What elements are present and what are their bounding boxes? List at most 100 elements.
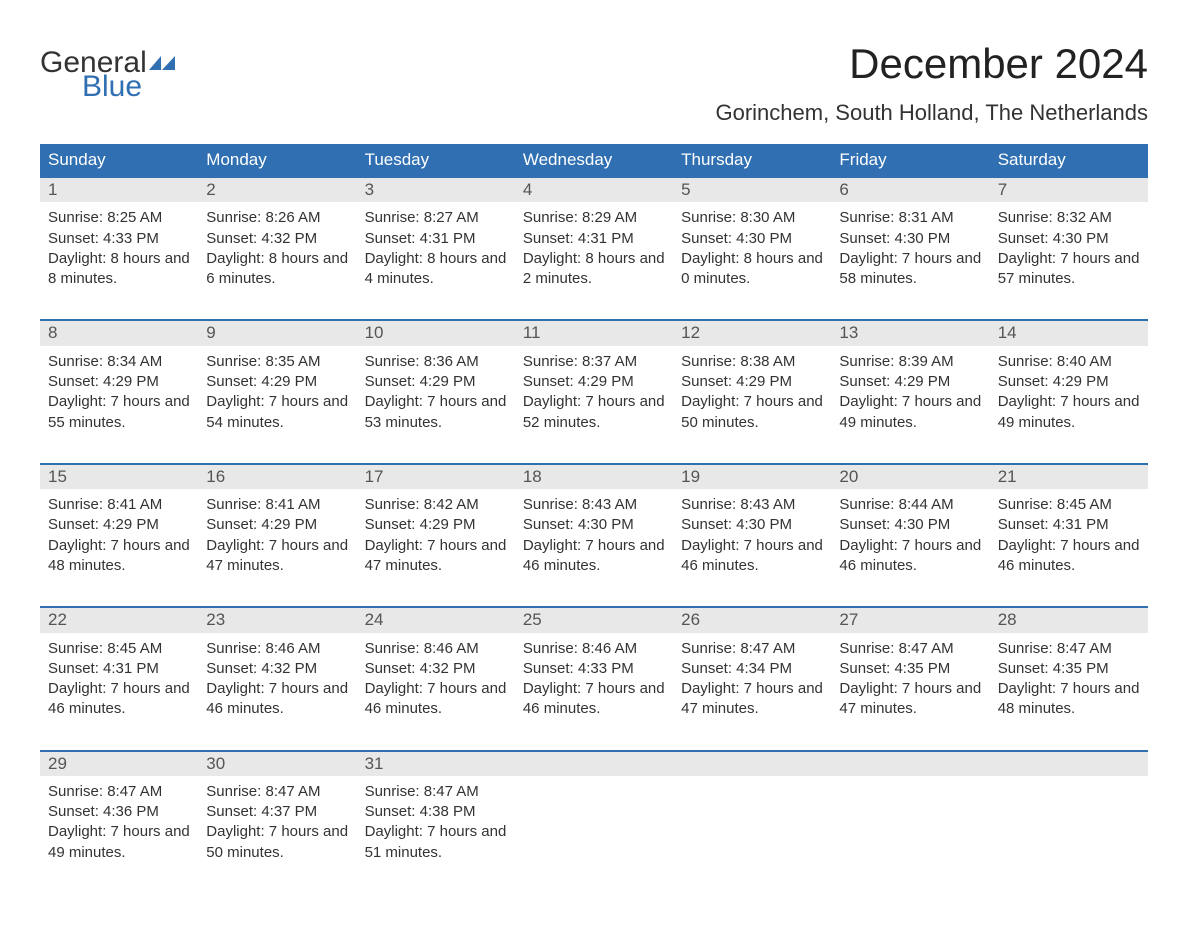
weekday-header: Saturday [990, 144, 1148, 177]
page-title: December 2024 [715, 40, 1148, 88]
weekday-header: Tuesday [357, 144, 515, 177]
day-detail-text: Sunrise: 8:25 AM Sunset: 4:33 PM Dayligh… [48, 208, 190, 289]
day-number-row: 22232425262728 [40, 607, 1148, 632]
day-number-cell: 13 [831, 320, 989, 345]
day-data-row: Sunrise: 8:25 AM Sunset: 4:33 PM Dayligh… [40, 202, 1148, 320]
day-number-row: 1234567 [40, 177, 1148, 202]
day-data-cell: Sunrise: 8:31 AM Sunset: 4:30 PM Dayligh… [831, 202, 989, 320]
day-number-cell: 20 [831, 464, 989, 489]
day-data-cell: Sunrise: 8:36 AM Sunset: 4:29 PM Dayligh… [357, 346, 515, 464]
day-data-cell: Sunrise: 8:47 AM Sunset: 4:38 PM Dayligh… [357, 776, 515, 893]
day-number-cell: 6 [831, 177, 989, 202]
weekday-header: Thursday [673, 144, 831, 177]
day-data-cell [515, 776, 673, 893]
day-number-cell: 2 [198, 177, 356, 202]
day-number-cell: 1 [40, 177, 198, 202]
day-number-cell: 27 [831, 607, 989, 632]
header: General Blue December 2024 Gorinchem, So… [40, 40, 1148, 126]
day-data-cell: Sunrise: 8:38 AM Sunset: 4:29 PM Dayligh… [673, 346, 831, 464]
day-detail-text: Sunrise: 8:31 AM Sunset: 4:30 PM Dayligh… [839, 208, 981, 289]
day-detail-text: Sunrise: 8:43 AM Sunset: 4:30 PM Dayligh… [681, 495, 823, 576]
day-data-cell: Sunrise: 8:34 AM Sunset: 4:29 PM Dayligh… [40, 346, 198, 464]
day-detail-text: Sunrise: 8:43 AM Sunset: 4:30 PM Dayligh… [523, 495, 665, 576]
day-data-cell: Sunrise: 8:43 AM Sunset: 4:30 PM Dayligh… [515, 489, 673, 607]
logo-flag-icon [149, 48, 177, 78]
day-detail-text: Sunrise: 8:47 AM Sunset: 4:38 PM Dayligh… [365, 782, 507, 863]
day-data-cell: Sunrise: 8:30 AM Sunset: 4:30 PM Dayligh… [673, 202, 831, 320]
day-number-cell: 15 [40, 464, 198, 489]
day-number-cell: 8 [40, 320, 198, 345]
day-detail-text: Sunrise: 8:35 AM Sunset: 4:29 PM Dayligh… [206, 352, 348, 433]
day-data-cell: Sunrise: 8:26 AM Sunset: 4:32 PM Dayligh… [198, 202, 356, 320]
day-data-cell: Sunrise: 8:43 AM Sunset: 4:30 PM Dayligh… [673, 489, 831, 607]
day-number-cell: 3 [357, 177, 515, 202]
day-number-cell: 29 [40, 751, 198, 776]
day-detail-text: Sunrise: 8:46 AM Sunset: 4:32 PM Dayligh… [365, 639, 507, 720]
day-number-cell [990, 751, 1148, 776]
day-number-cell: 30 [198, 751, 356, 776]
day-data-row: Sunrise: 8:41 AM Sunset: 4:29 PM Dayligh… [40, 489, 1148, 607]
day-detail-text: Sunrise: 8:45 AM Sunset: 4:31 PM Dayligh… [998, 495, 1140, 576]
day-data-cell: Sunrise: 8:41 AM Sunset: 4:29 PM Dayligh… [198, 489, 356, 607]
day-number-cell: 17 [357, 464, 515, 489]
day-detail-text: Sunrise: 8:36 AM Sunset: 4:29 PM Dayligh… [365, 352, 507, 433]
day-number-cell [515, 751, 673, 776]
day-data-cell: Sunrise: 8:37 AM Sunset: 4:29 PM Dayligh… [515, 346, 673, 464]
day-number-cell: 28 [990, 607, 1148, 632]
weekday-header: Wednesday [515, 144, 673, 177]
day-detail-text: Sunrise: 8:46 AM Sunset: 4:33 PM Dayligh… [523, 639, 665, 720]
day-number-row: 293031 [40, 751, 1148, 776]
day-data-cell: Sunrise: 8:45 AM Sunset: 4:31 PM Dayligh… [990, 489, 1148, 607]
day-number-row: 15161718192021 [40, 464, 1148, 489]
day-number-cell: 21 [990, 464, 1148, 489]
weekday-header-row: Sunday Monday Tuesday Wednesday Thursday… [40, 144, 1148, 177]
day-detail-text: Sunrise: 8:47 AM Sunset: 4:34 PM Dayligh… [681, 639, 823, 720]
day-number-cell [673, 751, 831, 776]
day-number-row: 891011121314 [40, 320, 1148, 345]
day-number-cell: 11 [515, 320, 673, 345]
day-number-cell: 9 [198, 320, 356, 345]
day-data-cell: Sunrise: 8:42 AM Sunset: 4:29 PM Dayligh… [357, 489, 515, 607]
day-detail-text: Sunrise: 8:26 AM Sunset: 4:32 PM Dayligh… [206, 208, 348, 289]
day-number-cell: 10 [357, 320, 515, 345]
day-data-cell: Sunrise: 8:47 AM Sunset: 4:35 PM Dayligh… [990, 633, 1148, 751]
day-number-cell: 18 [515, 464, 673, 489]
day-detail-text: Sunrise: 8:46 AM Sunset: 4:32 PM Dayligh… [206, 639, 348, 720]
day-detail-text: Sunrise: 8:44 AM Sunset: 4:30 PM Dayligh… [839, 495, 981, 576]
day-detail-text: Sunrise: 8:27 AM Sunset: 4:31 PM Dayligh… [365, 208, 507, 289]
day-data-cell: Sunrise: 8:46 AM Sunset: 4:33 PM Dayligh… [515, 633, 673, 751]
day-data-row: Sunrise: 8:47 AM Sunset: 4:36 PM Dayligh… [40, 776, 1148, 893]
day-number-cell: 14 [990, 320, 1148, 345]
day-detail-text: Sunrise: 8:38 AM Sunset: 4:29 PM Dayligh… [681, 352, 823, 433]
day-data-cell: Sunrise: 8:45 AM Sunset: 4:31 PM Dayligh… [40, 633, 198, 751]
day-data-cell: Sunrise: 8:46 AM Sunset: 4:32 PM Dayligh… [198, 633, 356, 751]
day-detail-text: Sunrise: 8:47 AM Sunset: 4:37 PM Dayligh… [206, 782, 348, 863]
day-number-cell: 26 [673, 607, 831, 632]
day-detail-text: Sunrise: 8:40 AM Sunset: 4:29 PM Dayligh… [998, 352, 1140, 433]
day-data-cell: Sunrise: 8:47 AM Sunset: 4:36 PM Dayligh… [40, 776, 198, 893]
day-number-cell: 24 [357, 607, 515, 632]
day-data-cell: Sunrise: 8:47 AM Sunset: 4:37 PM Dayligh… [198, 776, 356, 893]
day-data-cell: Sunrise: 8:46 AM Sunset: 4:32 PM Dayligh… [357, 633, 515, 751]
day-detail-text: Sunrise: 8:47 AM Sunset: 4:36 PM Dayligh… [48, 782, 190, 863]
day-data-cell: Sunrise: 8:29 AM Sunset: 4:31 PM Dayligh… [515, 202, 673, 320]
day-number-cell: 22 [40, 607, 198, 632]
day-detail-text: Sunrise: 8:39 AM Sunset: 4:29 PM Dayligh… [839, 352, 981, 433]
day-detail-text: Sunrise: 8:32 AM Sunset: 4:30 PM Dayligh… [998, 208, 1140, 289]
day-data-cell: Sunrise: 8:47 AM Sunset: 4:35 PM Dayligh… [831, 633, 989, 751]
day-data-cell [673, 776, 831, 893]
day-number-cell: 25 [515, 607, 673, 632]
weekday-header: Friday [831, 144, 989, 177]
calendar-table: Sunday Monday Tuesday Wednesday Thursday… [40, 144, 1148, 893]
day-data-row: Sunrise: 8:34 AM Sunset: 4:29 PM Dayligh… [40, 346, 1148, 464]
day-data-cell: Sunrise: 8:44 AM Sunset: 4:30 PM Dayligh… [831, 489, 989, 607]
weekday-header: Sunday [40, 144, 198, 177]
day-number-cell [831, 751, 989, 776]
day-number-cell: 31 [357, 751, 515, 776]
day-data-cell: Sunrise: 8:32 AM Sunset: 4:30 PM Dayligh… [990, 202, 1148, 320]
day-detail-text: Sunrise: 8:47 AM Sunset: 4:35 PM Dayligh… [998, 639, 1140, 720]
weekday-header: Monday [198, 144, 356, 177]
day-number-cell: 23 [198, 607, 356, 632]
day-detail-text: Sunrise: 8:47 AM Sunset: 4:35 PM Dayligh… [839, 639, 981, 720]
day-data-cell: Sunrise: 8:35 AM Sunset: 4:29 PM Dayligh… [198, 346, 356, 464]
